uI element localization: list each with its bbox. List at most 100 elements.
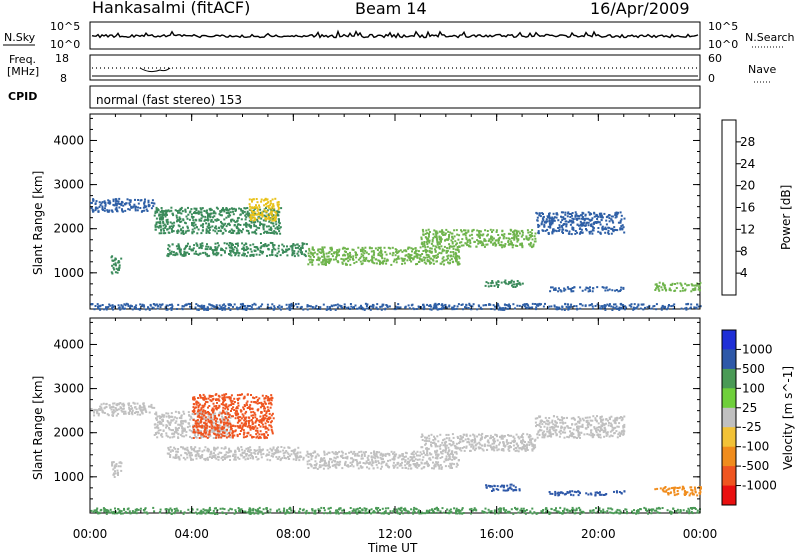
echo-cell [121,410,124,413]
echo-cell [420,467,423,470]
echo-cell [170,228,173,230]
echo-cell [441,229,444,232]
echo-cell [233,434,236,437]
echo-cell [225,417,228,420]
echo-cell [306,452,309,455]
echo-cell [335,258,337,261]
echo-cell [608,288,611,291]
echo-cell [617,211,620,214]
echo-cell [351,248,354,251]
echo-cell [434,249,437,252]
echo-cell [591,290,594,293]
echo-cell [115,200,118,203]
echo-cell [185,244,188,247]
echo-cell [114,262,117,265]
echo-cell [625,306,628,309]
echo-cell [409,259,412,261]
echo-cell [287,446,290,449]
echo-cell [204,218,207,221]
echo-cell [505,237,508,240]
echo-cell [255,436,258,439]
echo-cell [533,240,536,243]
echo-cell [204,412,207,415]
echo-cell [464,306,466,309]
echo-cell [214,226,216,229]
echo-cell [141,305,144,308]
echo-cell [583,219,586,222]
echo-cell [196,410,199,413]
echo-cell [317,263,320,266]
echo-cell [529,241,532,244]
echo-cell [456,233,459,236]
echo-cell [253,206,256,209]
echo-cell [166,420,169,422]
echo-cell [265,215,268,218]
echo-cell [667,305,670,308]
echo-cell [308,453,311,456]
echo-cell [478,235,481,238]
echo-cell [204,410,207,413]
echo-cell [403,262,406,265]
echo-cell [241,304,244,307]
echo-cell [347,255,350,258]
echo-cell [221,425,224,428]
echo-cell [233,456,236,459]
echo-cell [225,410,228,413]
echo-cell [218,451,221,454]
echo-cell [184,231,187,234]
echo-cell [228,253,231,256]
echo-cell [198,437,201,439]
echo-cell [354,254,357,256]
echo-cell [174,447,177,450]
echo-cell [197,397,200,399]
echo-cell [663,306,666,309]
echo-cell [513,238,516,241]
echo-cell [210,307,213,310]
echo-cell [497,234,500,236]
echo-cell [203,421,206,424]
echo-cell [308,258,311,261]
echo-cell [193,221,196,224]
echo-cell [591,225,594,228]
echo-cell [615,305,618,308]
echo-cell [236,413,238,416]
echo-cell [438,251,441,254]
echo-cell [550,286,552,289]
echo-cell [160,228,163,231]
echo-cell [128,202,131,205]
echo-cell [294,247,297,249]
echo-cell [121,210,124,213]
echo-cell [425,241,428,244]
echo-cell [176,450,179,453]
echo-cell [112,412,115,415]
echo-cell [221,417,224,419]
echo-cell [333,456,336,459]
echo-cell [221,226,224,229]
echo-cell [203,425,206,428]
echo-cell [361,248,364,251]
echo-cell [137,411,140,414]
echo-cell [110,256,113,259]
echo-cell [278,206,280,209]
echo-cell [542,229,545,232]
echo-cell [409,459,412,462]
echo-cell [92,199,95,201]
echo-cell [217,414,220,417]
echo-cell [164,226,167,229]
echo-cell [515,236,518,238]
echo-cell [330,246,333,249]
echo-cell [440,252,443,255]
echo-cell [452,247,455,250]
echo-cell [212,437,215,439]
echo-cell [465,304,468,306]
echo-cell [97,210,100,213]
echo-cell [251,198,253,201]
echo-cell [566,229,568,232]
echo-cell [213,449,216,452]
echo-cell [319,461,322,463]
echo-cell [384,308,387,311]
echo-cell [120,304,123,307]
echo-cell [618,306,621,309]
echo-cell [117,268,119,271]
echo-cell [251,308,254,311]
